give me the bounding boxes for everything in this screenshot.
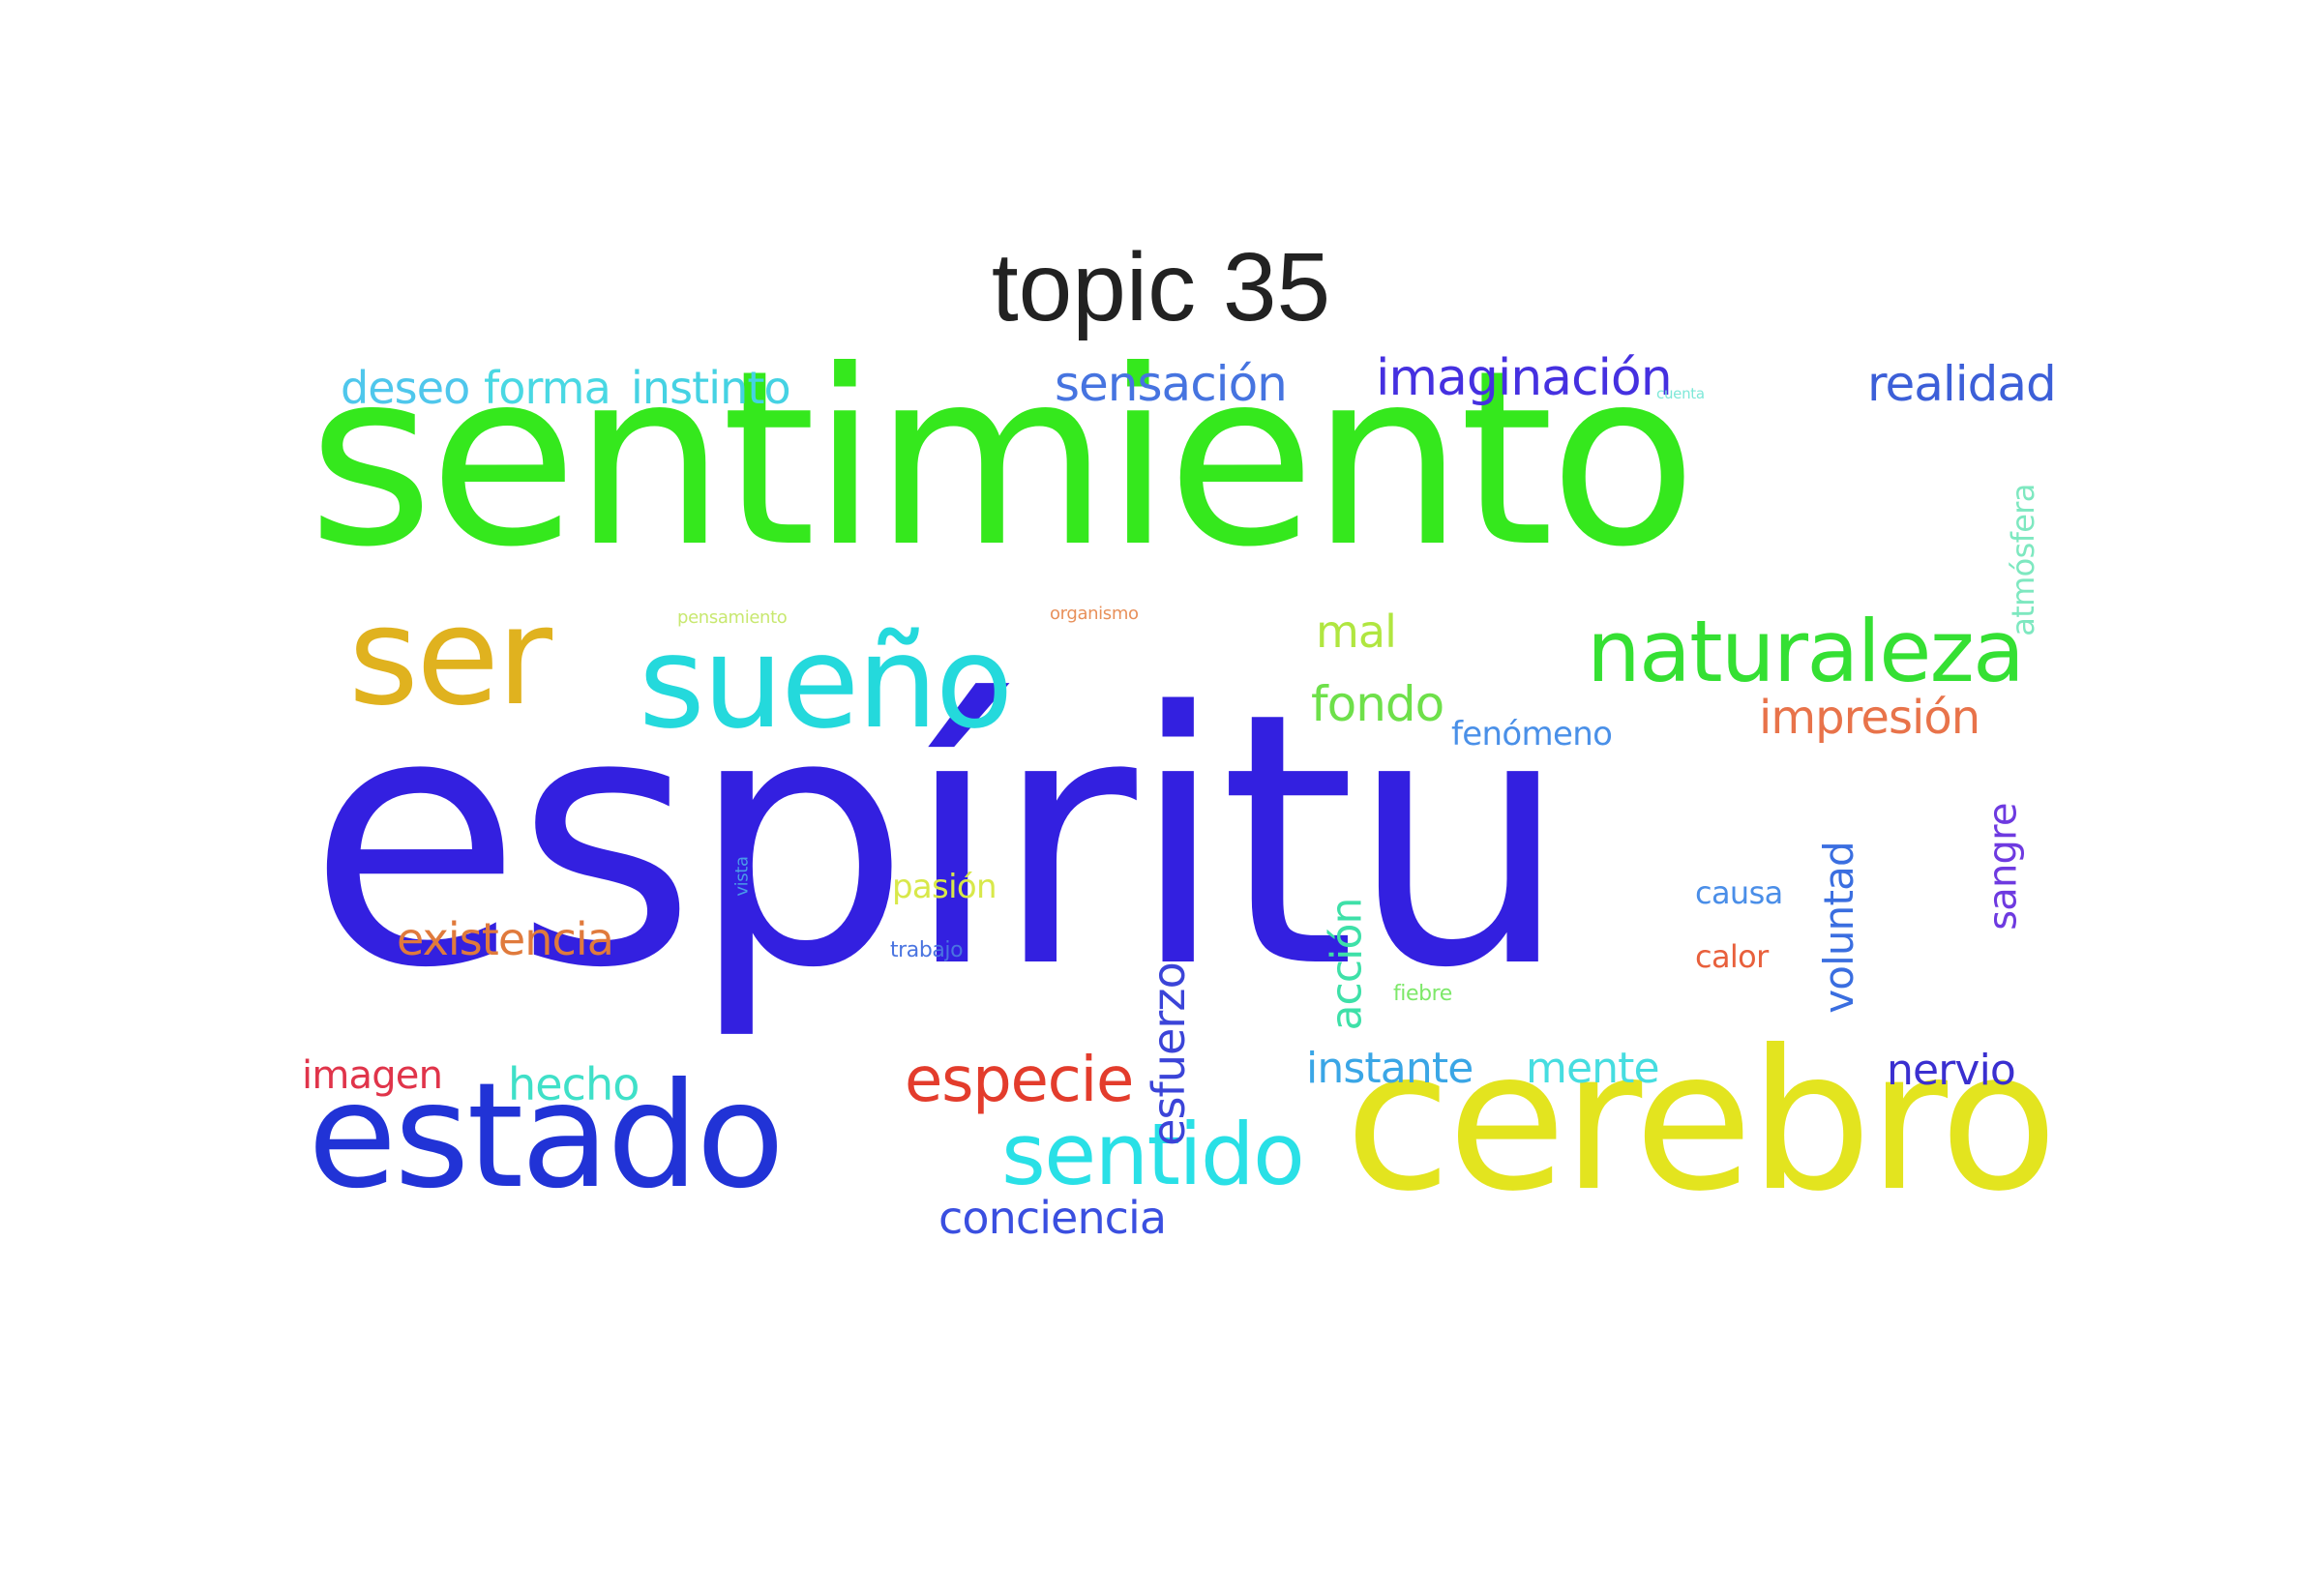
- word-instinto: instinto: [631, 362, 791, 414]
- word-sentimiento: sentimiento: [308, 318, 1697, 600]
- word-naturaleza: naturaleza: [1587, 602, 2025, 701]
- word-ser: ser: [348, 578, 552, 736]
- word-sentido: sentido: [1001, 1105, 1305, 1204]
- word-fenómeno: fenómeno: [1451, 715, 1613, 754]
- word-realidad: realidad: [1867, 356, 2057, 412]
- word-cerebro: cerebro: [1345, 1009, 2058, 1234]
- word-nervio: nervio: [1887, 1046, 2016, 1095]
- word-pasión: pasión: [892, 868, 997, 906]
- word-sangre: sangre: [1980, 802, 2026, 931]
- word-voluntad: voluntad: [1814, 842, 1862, 1014]
- word-impresión: impresión: [1759, 691, 1980, 745]
- word-espíritu: espíritu: [308, 638, 1570, 1044]
- word-fiebre: fiebre: [1393, 982, 1452, 1006]
- word-atmósfera: atmósfera: [2004, 484, 2041, 636]
- word-fondo: fondo: [1311, 676, 1444, 732]
- word-cuenta: cuenta: [1656, 385, 1705, 402]
- word-sueño: sueño: [639, 608, 1014, 757]
- word-mal: mal: [1316, 606, 1397, 658]
- word-esfuerzo: esfuerzo: [1142, 962, 1195, 1146]
- word-instante: instante: [1306, 1044, 1474, 1093]
- word-trabajo: trabajo: [890, 938, 964, 962]
- word-mente: mente: [1526, 1044, 1660, 1093]
- word-especie: especie: [905, 1045, 1134, 1116]
- word-organismo: organismo: [1050, 604, 1139, 624]
- word-causa: causa: [1695, 874, 1783, 911]
- word-imagen: imagen: [302, 1053, 443, 1098]
- word-conciencia: conciencia: [938, 1192, 1167, 1244]
- word-estado: estado: [308, 1052, 785, 1221]
- word-pensamiento: pensamiento: [677, 607, 788, 628]
- word-forma: forma: [484, 362, 611, 414]
- word-deseo: deseo: [341, 362, 470, 414]
- word-sensación: sensación: [1055, 356, 1288, 412]
- word-existencia: existencia: [397, 913, 614, 965]
- word-hecho: hecho: [508, 1058, 640, 1110]
- word-imaginación: imaginación: [1376, 349, 1673, 407]
- word-acción: acción: [1322, 897, 1372, 1031]
- word-calor: calor: [1695, 938, 1769, 975]
- chart-title: topic 35: [991, 233, 1331, 341]
- word-vista: vista: [731, 855, 753, 897]
